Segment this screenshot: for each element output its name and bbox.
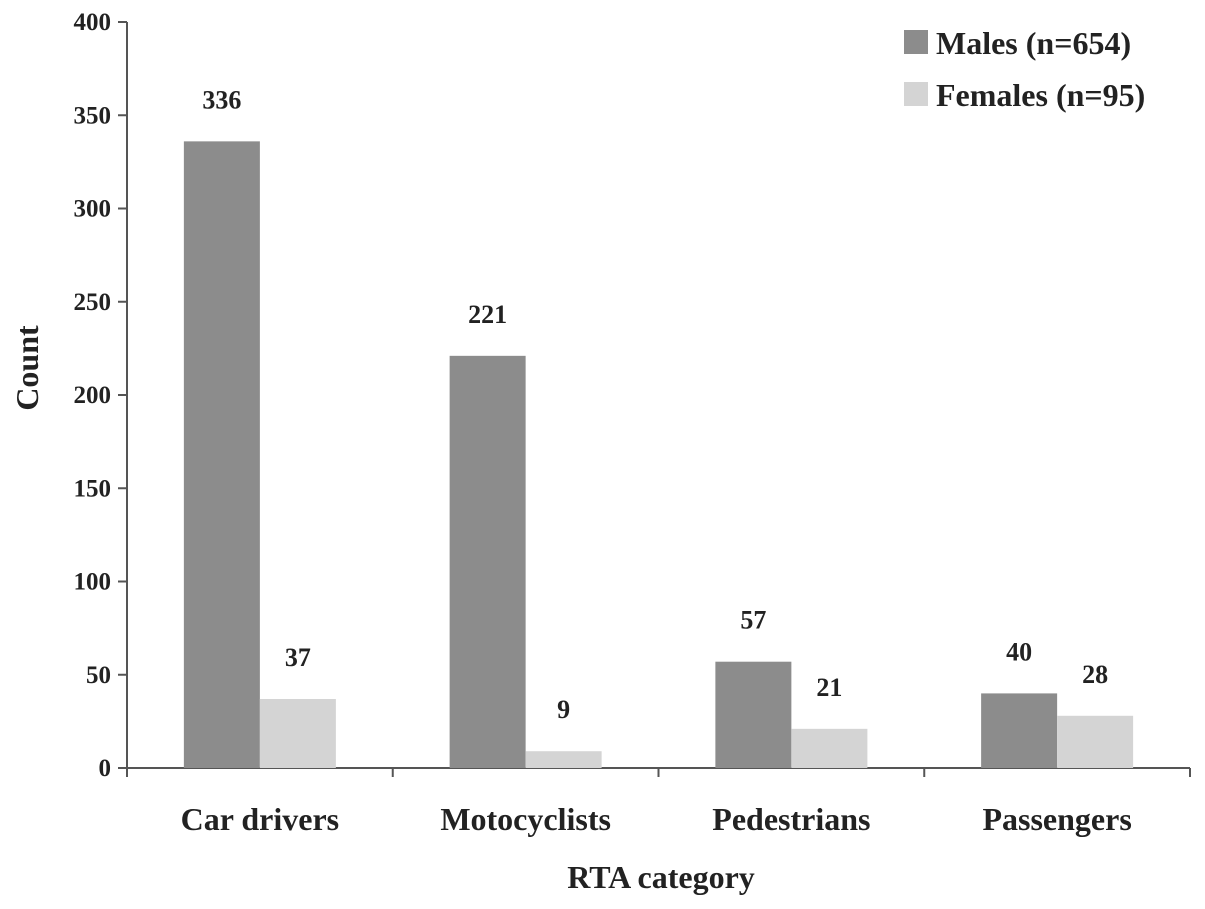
data-label: 37 [285, 643, 311, 672]
bars [183, 141, 1134, 769]
bar-females [1057, 715, 1134, 768]
data-label: 221 [468, 300, 507, 329]
bar-males [981, 693, 1058, 768]
data-label: 28 [1082, 660, 1108, 689]
data-label: 21 [816, 673, 842, 702]
y-axis: 0 50 100 150 200 250 300 350 400 [74, 9, 128, 782]
bar-females [525, 751, 602, 768]
y-tick-label: 400 [74, 9, 112, 36]
data-label: 40 [1006, 637, 1032, 666]
x-axis: Car drivers Motocyclists Pedestrians Passen… [126, 767, 1191, 837]
legend-label: Females (n=95) [936, 77, 1145, 113]
bar-males [715, 661, 792, 768]
y-tick-label: 200 [74, 382, 112, 409]
x-axis-title: RTA category [567, 859, 755, 895]
bar-males [183, 141, 260, 769]
data-labels: 336 221 57 40 37 9 21 28 [202, 85, 1108, 724]
x-tick-label: Passengers [982, 801, 1131, 837]
bar-females [259, 698, 336, 768]
y-axis-title: Count [9, 325, 45, 411]
x-tick-label: Car drivers [181, 801, 339, 837]
legend: Males (n=654) Females (n=95) [904, 25, 1145, 113]
bar-males [449, 355, 526, 768]
data-label: 57 [740, 606, 766, 635]
legend-label: Males (n=654) [936, 25, 1131, 61]
data-label: 9 [557, 695, 570, 724]
y-tick-label: 350 [74, 102, 112, 129]
y-tick-label: 150 [74, 475, 112, 502]
legend-swatch [904, 82, 928, 106]
data-label: 336 [202, 85, 241, 114]
y-tick-label: 250 [74, 289, 112, 316]
x-tick-label: Motocyclists [440, 801, 611, 837]
x-tick-label: Pedestrians [712, 801, 870, 837]
y-tick-label: 300 [74, 196, 112, 223]
legend-swatch [904, 30, 928, 54]
y-tick-label: 0 [99, 755, 112, 782]
bar-females [791, 728, 868, 768]
y-tick-label: 50 [86, 662, 111, 689]
y-tick-label: 100 [74, 569, 112, 596]
